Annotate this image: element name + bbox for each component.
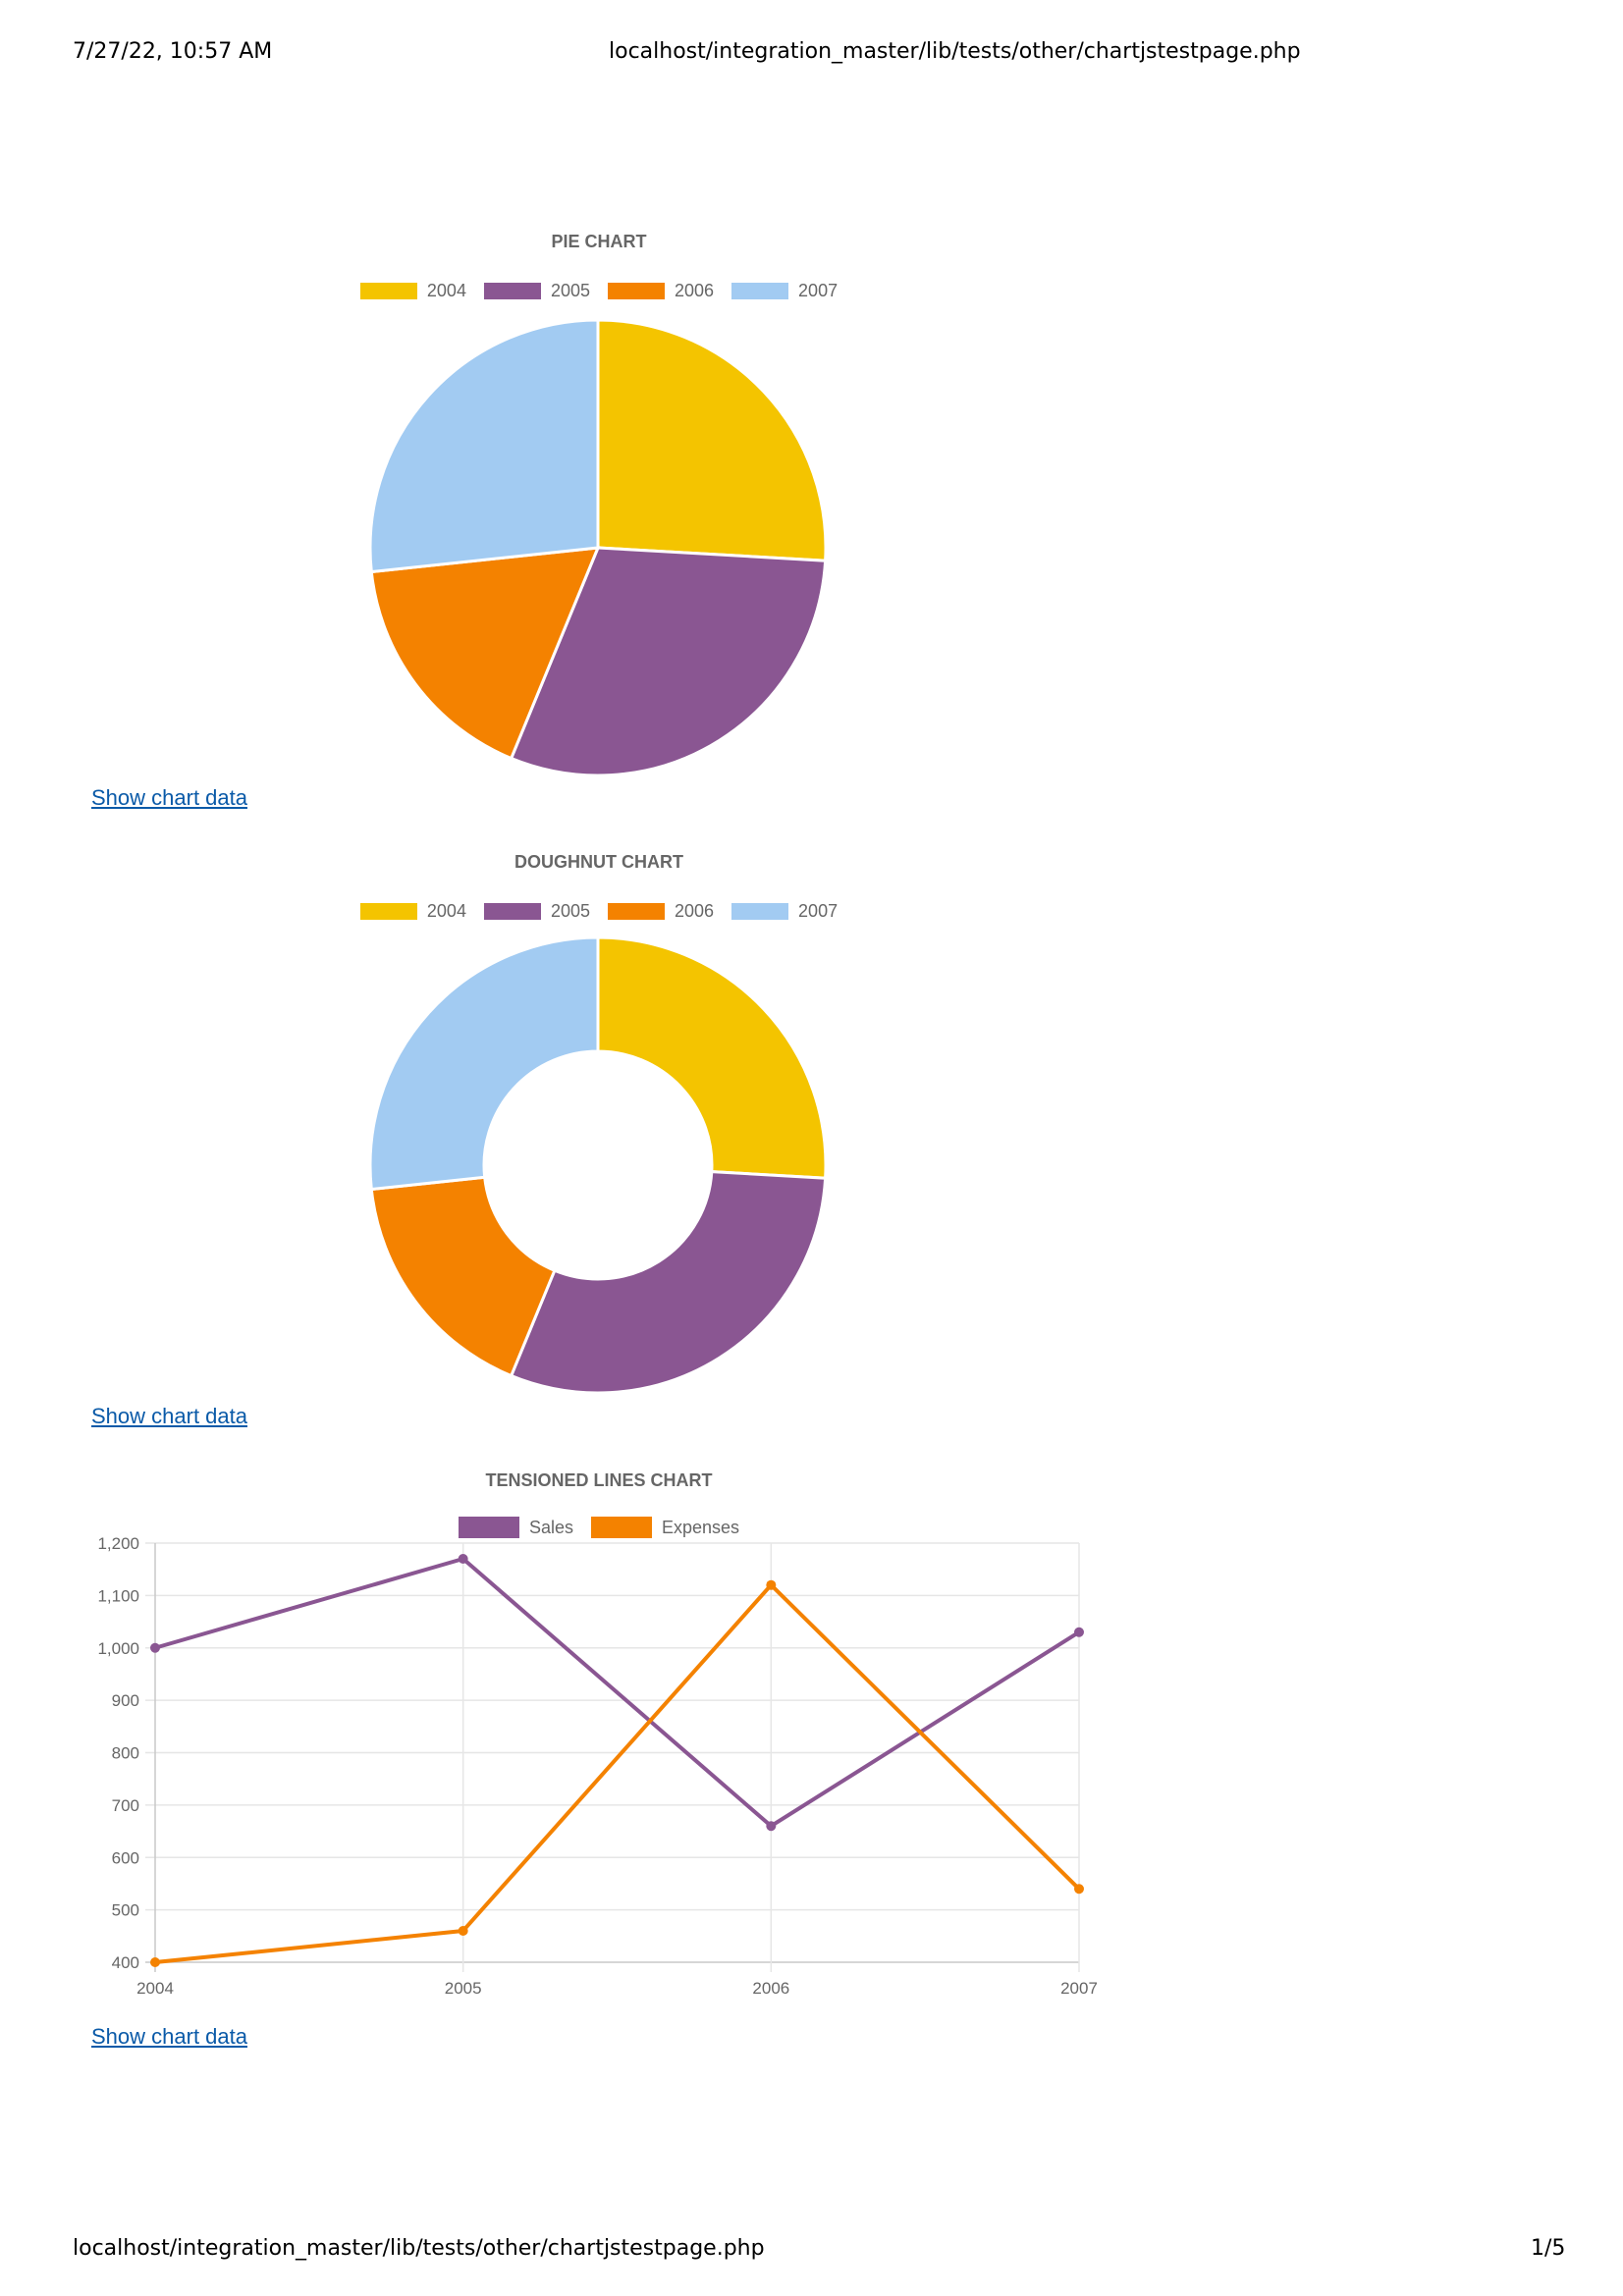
pie-chart-plot bbox=[368, 318, 828, 777]
legend-swatch bbox=[458, 1517, 519, 1538]
legend-label: 2005 bbox=[550, 281, 590, 300]
page-number: 1/5 bbox=[1531, 2236, 1566, 2261]
slice-2006[interactable] bbox=[369, 546, 601, 761]
legend-item-2004[interactable]: 2004 bbox=[359, 281, 466, 301]
slice-2005[interactable] bbox=[509, 546, 828, 777]
legend-swatch bbox=[359, 903, 417, 920]
y-tick-label: 1,000 bbox=[97, 1639, 139, 1658]
data-point-sales[interactable] bbox=[766, 1821, 777, 1832]
doughnut-chart-legend: 2004 2005 2006 2007 bbox=[0, 901, 1198, 922]
data-point-sales[interactable] bbox=[458, 1554, 468, 1565]
slice-2004[interactable] bbox=[596, 935, 828, 1180]
slice-2006[interactable] bbox=[369, 1175, 557, 1378]
legend-label: 2007 bbox=[798, 901, 839, 921]
legend-item-2005[interactable]: 2005 bbox=[483, 901, 590, 922]
legend-swatch bbox=[590, 1517, 652, 1538]
y-tick-label: 1,200 bbox=[97, 1534, 139, 1553]
print-url-header: localhost/integration_master/lib/tests/o… bbox=[609, 39, 1301, 64]
print-url-footer: localhost/integration_master/lib/tests/o… bbox=[73, 2236, 765, 2261]
line-chart-plot: 400 500 600 700 800 900 1,000 1,100 1,200 2004 200… bbox=[97, 1534, 1098, 1998]
line-chart-legend: Sales Expenses bbox=[0, 1517, 1198, 1538]
legend-label: 2006 bbox=[675, 281, 715, 300]
legend-label: 2006 bbox=[675, 901, 715, 921]
y-tick-label: 500 bbox=[112, 1901, 139, 1920]
y-tick-label: 800 bbox=[112, 1744, 139, 1763]
x-tick-label: 2005 bbox=[445, 1979, 482, 1998]
legend-label: Expenses bbox=[661, 1517, 740, 1537]
data-point-expenses[interactable] bbox=[458, 1925, 468, 1936]
series-line-expenses bbox=[154, 1582, 1081, 1964]
legend-swatch bbox=[731, 283, 789, 299]
data-point-sales[interactable] bbox=[1074, 1627, 1084, 1637]
line-chart-title: TENSIONED LINES CHART bbox=[485, 1470, 713, 1490]
legend-item-2007[interactable]: 2007 bbox=[731, 281, 838, 301]
y-tick-label: 1,100 bbox=[97, 1586, 139, 1605]
x-tick-label: 2006 bbox=[752, 1979, 789, 1998]
y-tick-label: 400 bbox=[112, 1953, 139, 1972]
legend-item-2006[interactable]: 2006 bbox=[608, 281, 714, 301]
legend-swatch bbox=[483, 283, 541, 299]
legend-item-expenses[interactable]: Expenses bbox=[590, 1517, 740, 1538]
legend-swatch bbox=[359, 283, 417, 299]
legend-label: Sales bbox=[528, 1517, 573, 1537]
print-datetime: 7/27/22, 10:57 AM bbox=[73, 39, 273, 64]
legend-swatch bbox=[483, 903, 541, 920]
x-tick-label: 2004 bbox=[136, 1979, 174, 1998]
slice-2004[interactable] bbox=[596, 318, 828, 562]
show-chart-data-link[interactable]: Show chart data bbox=[91, 2024, 247, 2049]
y-tick-label: 600 bbox=[112, 1848, 139, 1867]
x-tick-label: 2007 bbox=[1060, 1979, 1098, 1998]
slice-2007[interactable] bbox=[368, 935, 600, 1192]
legend-item-sales[interactable]: Sales bbox=[458, 1517, 573, 1538]
slice-2005[interactable] bbox=[509, 1170, 828, 1395]
show-chart-data-link[interactable]: Show chart data bbox=[91, 785, 247, 810]
pie-chart-legend: 2004 2005 2006 2007 bbox=[0, 281, 1198, 301]
doughnut-chart-title: DOUGHNUT CHART bbox=[514, 852, 683, 872]
data-point-expenses[interactable] bbox=[150, 1957, 160, 1967]
data-point-sales[interactable] bbox=[150, 1642, 160, 1653]
y-tick-label: 700 bbox=[112, 1796, 139, 1815]
legend-item-2004[interactable]: 2004 bbox=[359, 901, 466, 922]
y-tick-label: 900 bbox=[112, 1691, 139, 1710]
legend-item-2007[interactable]: 2007 bbox=[731, 901, 838, 922]
legend-label: 2005 bbox=[550, 901, 590, 921]
legend-swatch bbox=[608, 903, 665, 920]
pie-chart-title: PIE CHART bbox=[551, 232, 647, 251]
legend-label: 2007 bbox=[798, 281, 839, 300]
legend-swatch bbox=[608, 283, 665, 299]
data-point-expenses[interactable] bbox=[1074, 1884, 1084, 1895]
legend-swatch bbox=[731, 903, 789, 920]
series-line-sales bbox=[154, 1557, 1081, 1829]
show-chart-data-link[interactable]: Show chart data bbox=[91, 1404, 247, 1428]
legend-item-2006[interactable]: 2006 bbox=[608, 901, 714, 922]
slice-2007[interactable] bbox=[368, 318, 600, 574]
doughnut-chart-plot bbox=[368, 935, 828, 1395]
legend-item-2005[interactable]: 2005 bbox=[483, 281, 590, 301]
legend-label: 2004 bbox=[426, 281, 466, 300]
data-point-expenses[interactable] bbox=[766, 1579, 777, 1590]
legend-label: 2004 bbox=[426, 901, 466, 921]
